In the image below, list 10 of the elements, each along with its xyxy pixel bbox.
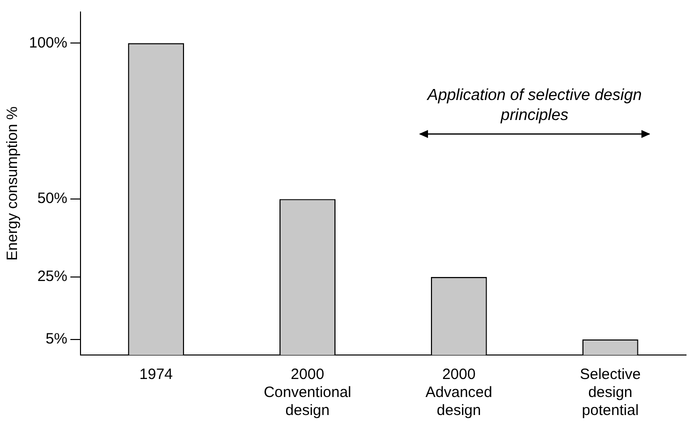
x-tick-label: 2000 Conventional design <box>264 366 352 420</box>
x-tick-label: 2000 Advanced design <box>426 366 492 420</box>
x-tick-label: Selective design potential <box>580 366 641 420</box>
x-tick-label: 1974 <box>139 366 173 384</box>
y-axis-title: Energy consumption % <box>4 106 22 261</box>
y-tick-label: 100% <box>28 34 68 52</box>
y-tick-label: 5% <box>46 330 68 348</box>
y-tick-label: 50% <box>37 190 68 208</box>
annotation: Application of selective design principles <box>426 87 642 124</box>
y-tick-label: 25% <box>37 268 68 286</box>
